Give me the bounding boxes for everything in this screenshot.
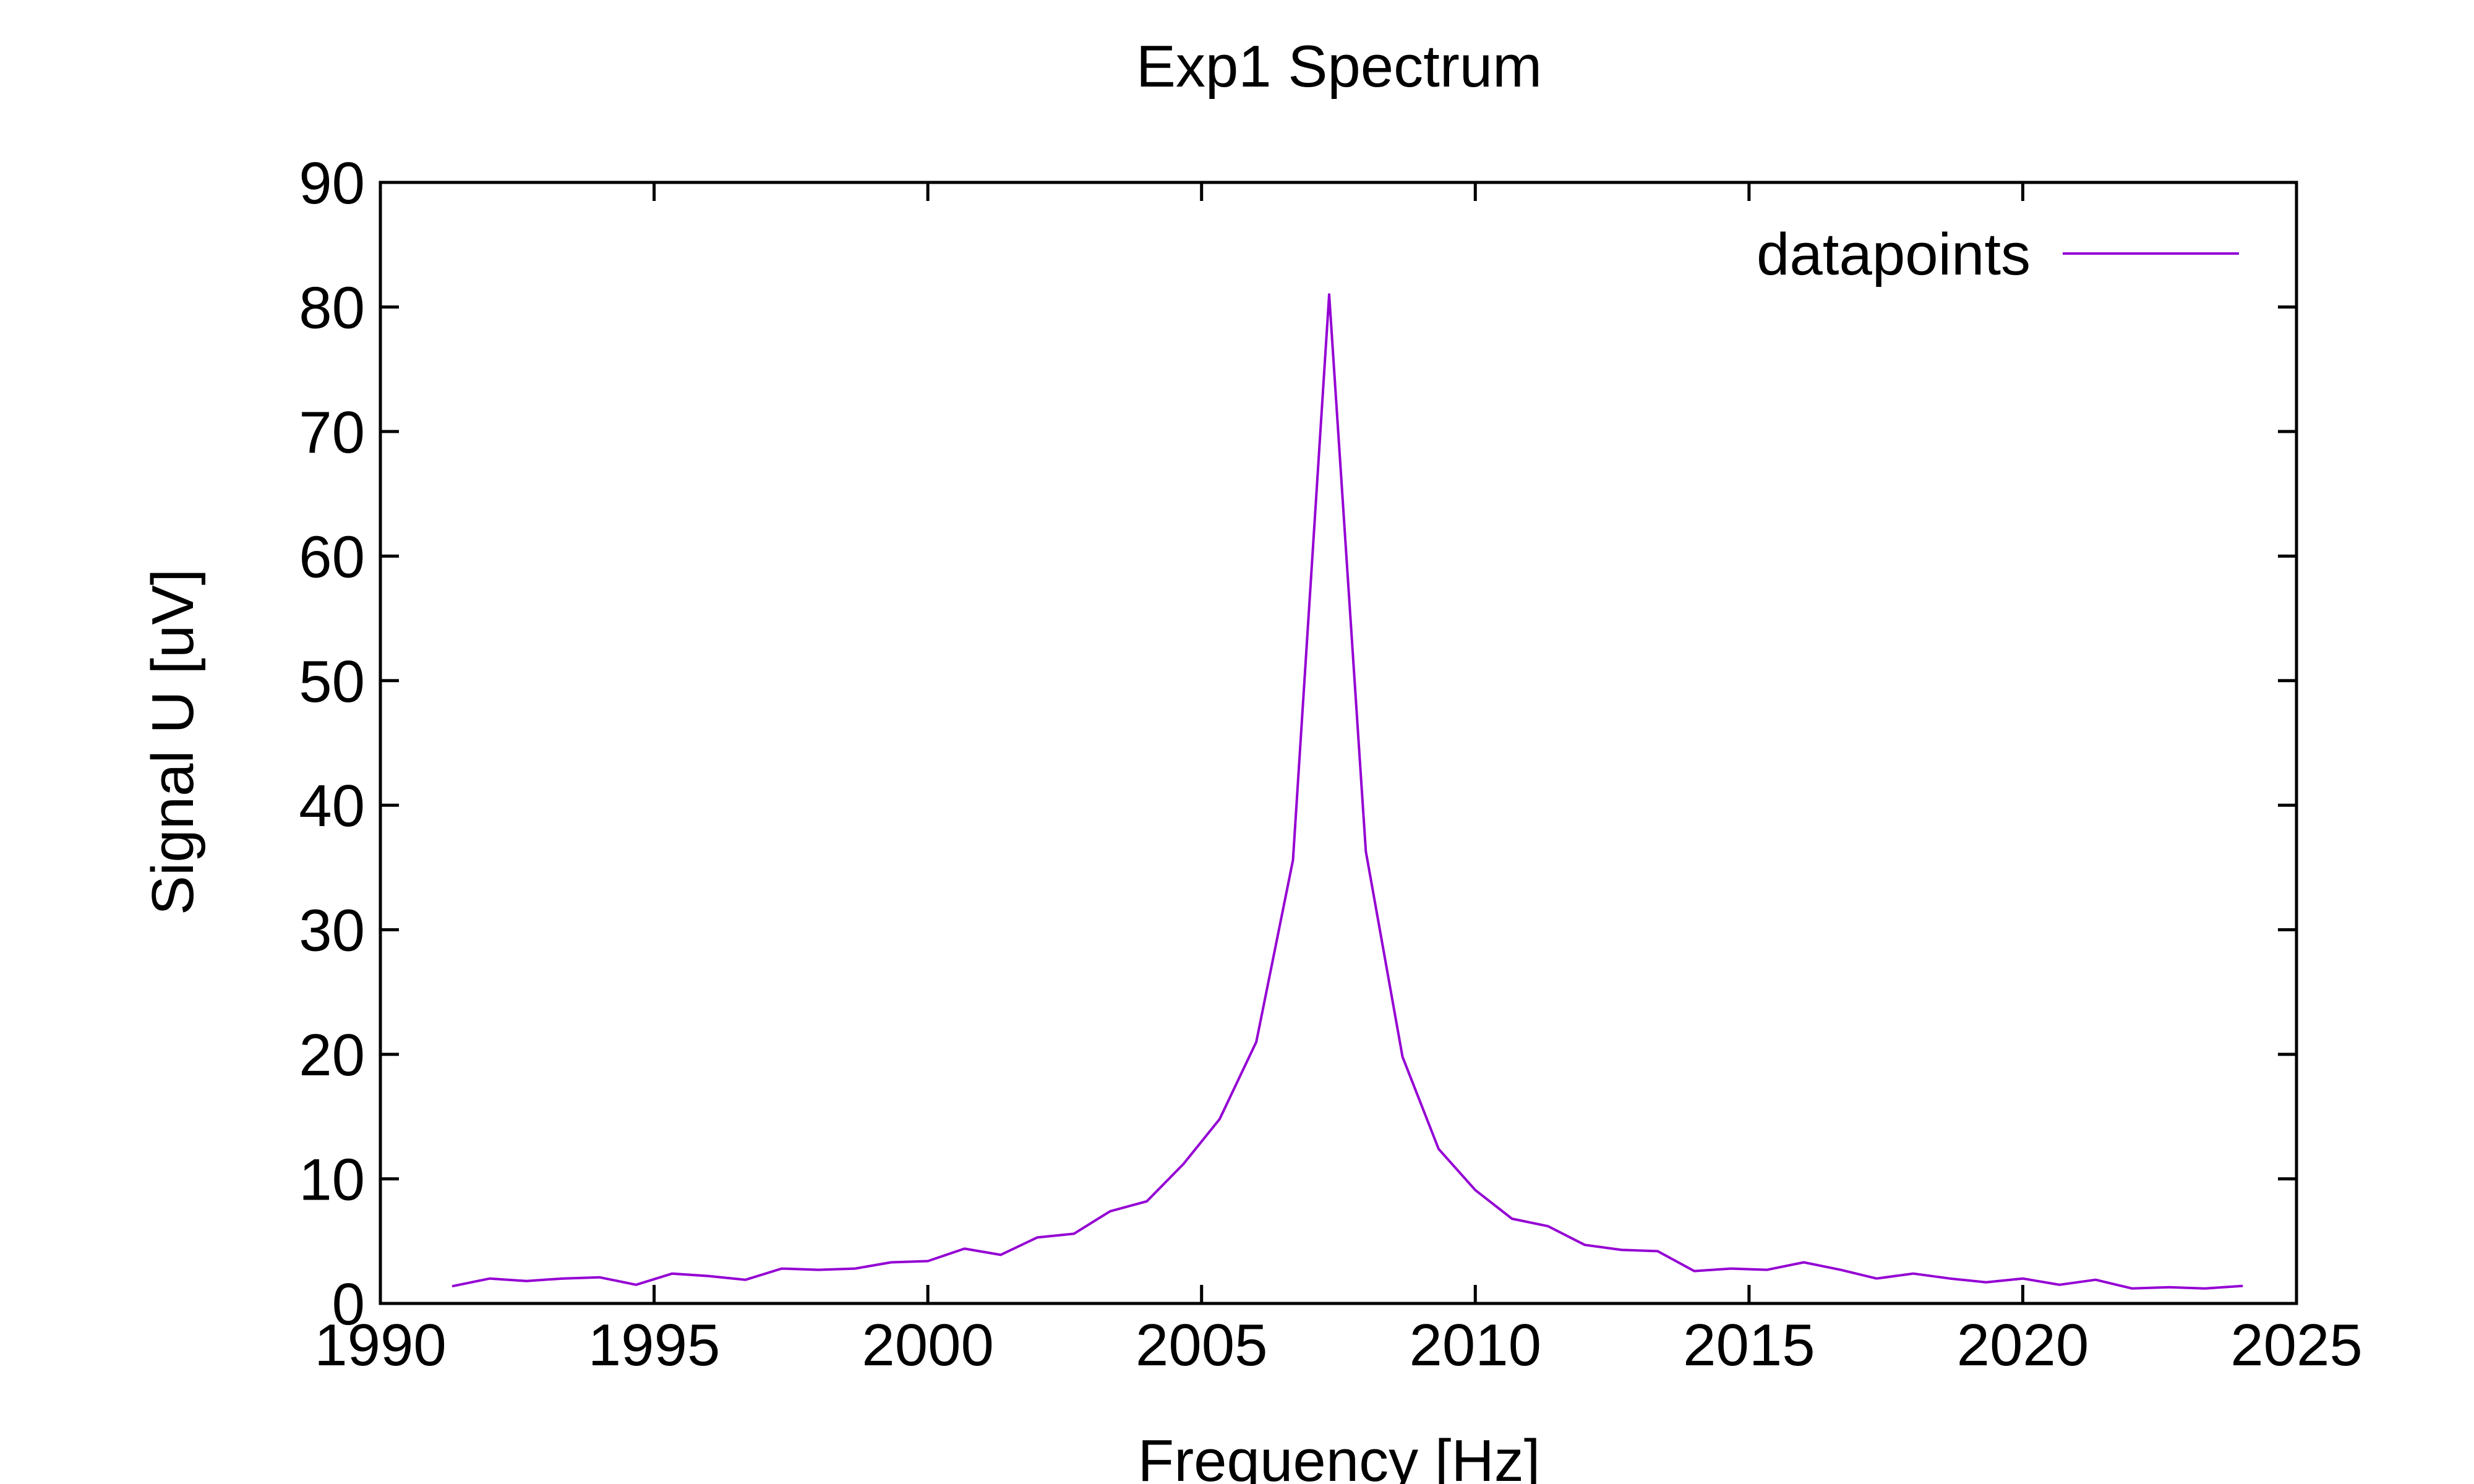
y-tick-label: 60 xyxy=(299,524,365,590)
x-tick-label: 2010 xyxy=(1410,1312,1542,1378)
chart-title: Exp1 Spectrum xyxy=(1136,33,1542,100)
y-tick-label: 90 xyxy=(299,150,365,216)
x-tick-label: 1995 xyxy=(588,1312,721,1378)
legend: datapoints xyxy=(1757,221,2239,288)
x-tick-label: 2025 xyxy=(2230,1312,2363,1378)
plot-frame xyxy=(379,181,2298,1305)
y-tick-label: 80 xyxy=(299,275,365,341)
x-tick-label: 2000 xyxy=(862,1312,994,1378)
series-layer xyxy=(452,293,2243,1290)
y-tick-label: 20 xyxy=(299,1022,365,1088)
y-tick-label: 50 xyxy=(299,649,365,715)
y-tick-label: 40 xyxy=(299,773,365,839)
y-tick-label: 30 xyxy=(299,898,365,964)
y-axis-title: Signal U [uV] xyxy=(140,569,206,915)
legend-label: datapoints xyxy=(1757,221,2031,288)
x-tick-label: 2020 xyxy=(1957,1312,2089,1378)
x-axis-title: Frequency [Hz] xyxy=(1138,1428,1541,1484)
axis-ticks: 1990 1995 2000 2005 2010 2015 2020 2025 0 10 20 30 4… xyxy=(299,150,2363,1378)
x-tick-label: 1990 xyxy=(314,1312,447,1378)
y-tick-label: 0 xyxy=(332,1271,365,1337)
series-line-datapoints xyxy=(452,293,2243,1290)
x-tick-label: 2005 xyxy=(1136,1312,1268,1378)
y-tick-label: 10 xyxy=(299,1147,365,1213)
y-tick-label: 70 xyxy=(299,399,365,466)
x-tick-label: 2015 xyxy=(1683,1312,1815,1378)
